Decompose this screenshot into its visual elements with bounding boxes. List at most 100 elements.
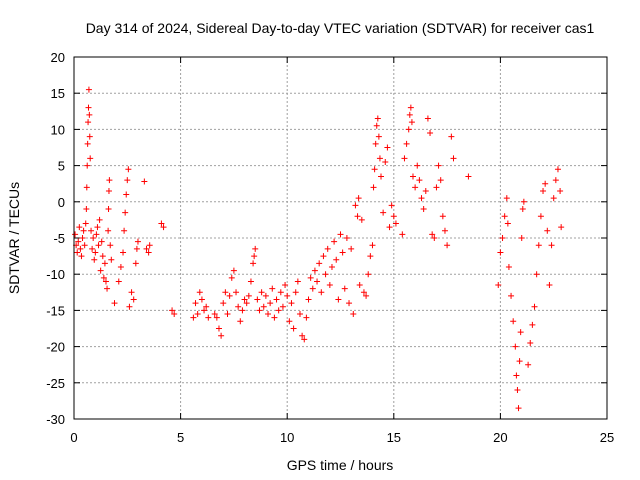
- data-point-0-47: [121, 227, 128, 234]
- data-point-0-24: [91, 256, 98, 263]
- data-point-0-161: [384, 144, 391, 151]
- data-point-0-78: [220, 300, 227, 307]
- data-point-0-88: [241, 296, 248, 303]
- data-point-0-138: [346, 300, 353, 307]
- y-tick-label-10: 20: [51, 50, 65, 65]
- data-point-0-43: [111, 300, 118, 307]
- data-point-0-77: [218, 332, 225, 339]
- data-point-0-210: [520, 198, 527, 205]
- data-point-0-218: [540, 187, 547, 194]
- data-point-0-8: [80, 227, 87, 234]
- data-point-0-190: [448, 133, 455, 140]
- data-point-0-71: [201, 307, 208, 314]
- data-point-0-165: [392, 220, 399, 227]
- data-point-0-133: [335, 296, 342, 303]
- data-point-0-225: [554, 166, 561, 173]
- data-point-0-25: [92, 249, 99, 256]
- data-point-0-41: [107, 242, 114, 249]
- data-point-0-215: [533, 271, 540, 278]
- data-point-0-53: [128, 289, 135, 296]
- data-point-0-155: [374, 115, 381, 122]
- data-point-0-18: [86, 111, 93, 118]
- data-point-0-194: [497, 249, 504, 256]
- data-point-0-169: [405, 126, 412, 133]
- data-point-0-209: [519, 206, 526, 213]
- data-point-0-99: [262, 292, 269, 299]
- data-point-0-111: [288, 300, 295, 307]
- data-point-0-105: [275, 307, 282, 314]
- data-point-0-27: [94, 224, 101, 231]
- x-tick-label-5: 25: [600, 430, 614, 445]
- data-point-0-118: [303, 314, 310, 321]
- data-point-0-191: [450, 155, 457, 162]
- data-point-0-87: [239, 307, 246, 314]
- data-point-0-149: [367, 253, 374, 260]
- data-point-0-37: [105, 227, 112, 234]
- data-point-0-220: [544, 227, 551, 234]
- y-tick-label-2: -20: [46, 340, 65, 355]
- data-point-0-3: [75, 238, 82, 245]
- data-point-0-207: [517, 329, 524, 336]
- data-point-0-174: [412, 184, 419, 191]
- data-point-0-79: [222, 289, 229, 296]
- data-point-0-44: [115, 278, 122, 285]
- data-point-0-70: [198, 296, 205, 303]
- data-point-0-224: [552, 177, 559, 184]
- data-point-0-112: [290, 325, 297, 332]
- data-point-0-183: [431, 235, 438, 241]
- data-point-0-123: [314, 278, 321, 285]
- data-point-0-125: [318, 289, 325, 296]
- data-point-0-116: [299, 332, 306, 339]
- y-tick-label-9: 15: [51, 86, 65, 101]
- plot-frame: [73, 56, 608, 420]
- data-point-0-117: [301, 336, 308, 343]
- data-point-0-7: [79, 235, 86, 241]
- data-point-0-103: [271, 314, 278, 321]
- data-point-0-160: [382, 158, 389, 165]
- data-point-0-48: [122, 209, 129, 216]
- data-point-0-98: [260, 303, 267, 310]
- data-point-0-63: [160, 224, 167, 231]
- data-point-0-15: [85, 119, 92, 126]
- data-point-0-33: [100, 274, 107, 281]
- data-point-0-30: [97, 267, 104, 274]
- data-point-0-197: [503, 195, 510, 202]
- data-point-0-179: [422, 187, 429, 194]
- data-point-0-216: [535, 242, 542, 249]
- data-point-0-101: [267, 300, 274, 307]
- data-point-0-134: [337, 231, 344, 238]
- data-point-0-93: [251, 253, 258, 260]
- data-point-0-69: [196, 289, 203, 296]
- data-point-0-114: [294, 278, 301, 285]
- data-point-0-128: [324, 245, 331, 252]
- data-point-0-14: [84, 140, 91, 147]
- data-point-0-126: [320, 253, 327, 260]
- data-point-0-10: [82, 220, 89, 227]
- data-point-0-223: [550, 195, 557, 202]
- x-axis-label: GPS time / hours: [287, 457, 394, 473]
- data-point-0-54: [130, 296, 137, 303]
- data-point-0-163: [388, 202, 395, 209]
- data-point-0-31: [98, 238, 105, 245]
- data-point-0-158: [378, 173, 385, 180]
- data-point-0-26: [93, 231, 100, 238]
- data-point-0-58: [141, 178, 148, 185]
- data-point-0-135: [339, 249, 346, 256]
- data-point-0-156: [375, 133, 382, 140]
- data-point-0-51: [125, 166, 132, 173]
- data-point-0-56: [133, 245, 140, 252]
- data-point-0-152: [371, 166, 378, 173]
- data-point-0-142: [354, 213, 361, 220]
- data-point-0-11: [83, 206, 90, 213]
- data-point-0-91: [247, 278, 254, 285]
- x-tick-label-2: 10: [280, 430, 294, 445]
- data-point-0-32: [99, 253, 106, 260]
- data-point-0-64: [169, 307, 176, 314]
- data-point-0-187: [439, 213, 446, 220]
- data-point-0-80: [224, 311, 231, 318]
- data-point-0-52: [126, 303, 133, 310]
- x-tick-labels: 0 5 10 15 20 25: [70, 430, 614, 445]
- data-point-0-108: [282, 282, 289, 289]
- y-tick-label-4: -10: [46, 267, 65, 282]
- data-point-0-195: [499, 235, 506, 241]
